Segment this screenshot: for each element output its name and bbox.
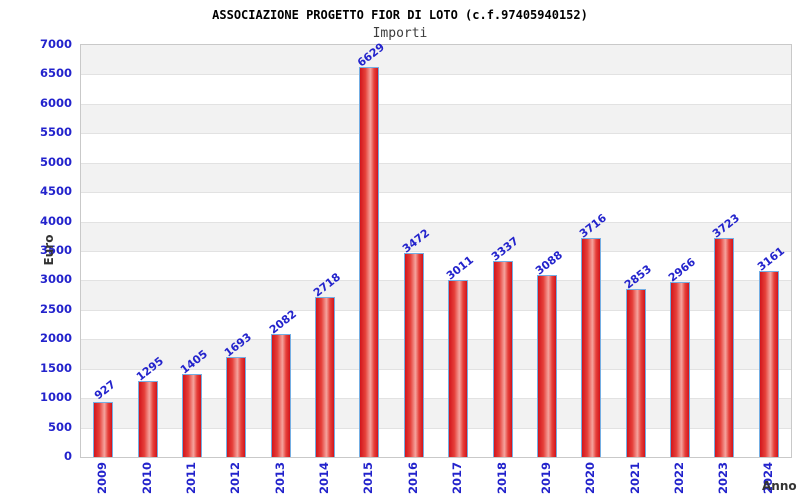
x-tick-label-2021: 2021 — [627, 461, 642, 495]
y-tick-label-500: 500 — [47, 419, 72, 434]
bar-2012 — [226, 357, 247, 457]
y-tick-label-2000: 2000 — [39, 331, 72, 346]
bar-2009 — [93, 402, 114, 457]
gridline — [81, 74, 791, 76]
bar-2015 — [359, 66, 380, 457]
x-tick-label-2010: 2010 — [139, 461, 154, 495]
x-tick-label-2019: 2019 — [538, 461, 553, 495]
bar-2016 — [403, 252, 424, 457]
background-band — [81, 192, 791, 222]
x-tick-label-2020: 2020 — [583, 461, 598, 495]
bar-2023 — [714, 237, 735, 457]
plot-area: 927 1295 1405 1693 2082 2718 6629 3472 3011 3337 3… — [80, 40, 792, 458]
chart-subtitle: Importi — [372, 26, 428, 41]
x-tick-label-2018: 2018 — [494, 461, 509, 495]
bar-2010 — [137, 380, 158, 457]
x-tick-label-2017: 2017 — [450, 461, 465, 495]
bar-2024 — [758, 270, 779, 457]
gridline — [81, 162, 791, 164]
y-tick-label-3000: 3000 — [39, 272, 72, 287]
bar-2018 — [492, 260, 513, 457]
gridline — [81, 368, 791, 370]
gridline — [81, 133, 791, 135]
y-tick-label-5000: 5000 — [39, 154, 72, 169]
gridline — [81, 427, 791, 429]
y-tick-label-5500: 5500 — [39, 125, 72, 140]
x-tick-label-2022: 2022 — [672, 461, 687, 495]
gridline — [81, 221, 791, 223]
chart-title: ASSOCIAZIONE PROGETTO FIOR DI LOTO (c.f.… — [212, 8, 588, 22]
gridline — [81, 103, 791, 105]
x-axis-title: Anno — [762, 479, 797, 493]
y-tick-label-3500: 3500 — [39, 243, 72, 257]
x-tick-label-2023: 2023 — [716, 461, 731, 495]
gridline — [81, 192, 791, 194]
x-tick-label-2012: 2012 — [228, 461, 243, 495]
background-band — [81, 251, 791, 281]
background-band — [81, 162, 791, 193]
y-tick-label-4500: 4500 — [39, 184, 72, 199]
bar-2021 — [625, 289, 646, 457]
x-tick-label-2016: 2016 — [405, 461, 420, 495]
x-tick-label-2011: 2011 — [183, 461, 198, 495]
x-tick-label-2015: 2015 — [361, 461, 376, 495]
background-band — [81, 221, 791, 251]
bar-2022 — [670, 282, 691, 457]
bar-2011 — [181, 374, 202, 457]
background-band — [81, 74, 791, 104]
gridline — [81, 251, 791, 252]
bar-2014 — [315, 297, 336, 457]
gridline — [81, 280, 791, 282]
x-tick-label-2009: 2009 — [95, 461, 110, 495]
x-tick-label-2013: 2013 — [272, 461, 287, 495]
gridline — [81, 309, 791, 311]
y-axis-title: Euro — [42, 234, 56, 266]
y-tick-label-1500: 1500 — [39, 360, 72, 375]
background-band — [81, 45, 791, 75]
background-band — [81, 133, 791, 163]
bar-2019 — [536, 275, 557, 457]
y-tick-label-1000: 1000 — [39, 390, 72, 405]
gridline — [81, 339, 791, 341]
bar-2020 — [581, 238, 602, 457]
y-tick-label-6000: 6000 — [39, 95, 72, 110]
y-tick-label-4000: 4000 — [39, 213, 72, 228]
bar-2013 — [270, 334, 291, 457]
x-tick-label-2014: 2014 — [317, 461, 332, 495]
y-tick-label-6500: 6500 — [39, 66, 72, 81]
gridline — [81, 398, 791, 400]
y-tick-label-0: 0 — [63, 449, 72, 463]
y-tick-label-7000: 7000 — [39, 37, 72, 51]
y-tick-label-2500: 2500 — [39, 301, 72, 316]
bar-2017 — [448, 279, 469, 457]
background-band — [81, 103, 791, 134]
